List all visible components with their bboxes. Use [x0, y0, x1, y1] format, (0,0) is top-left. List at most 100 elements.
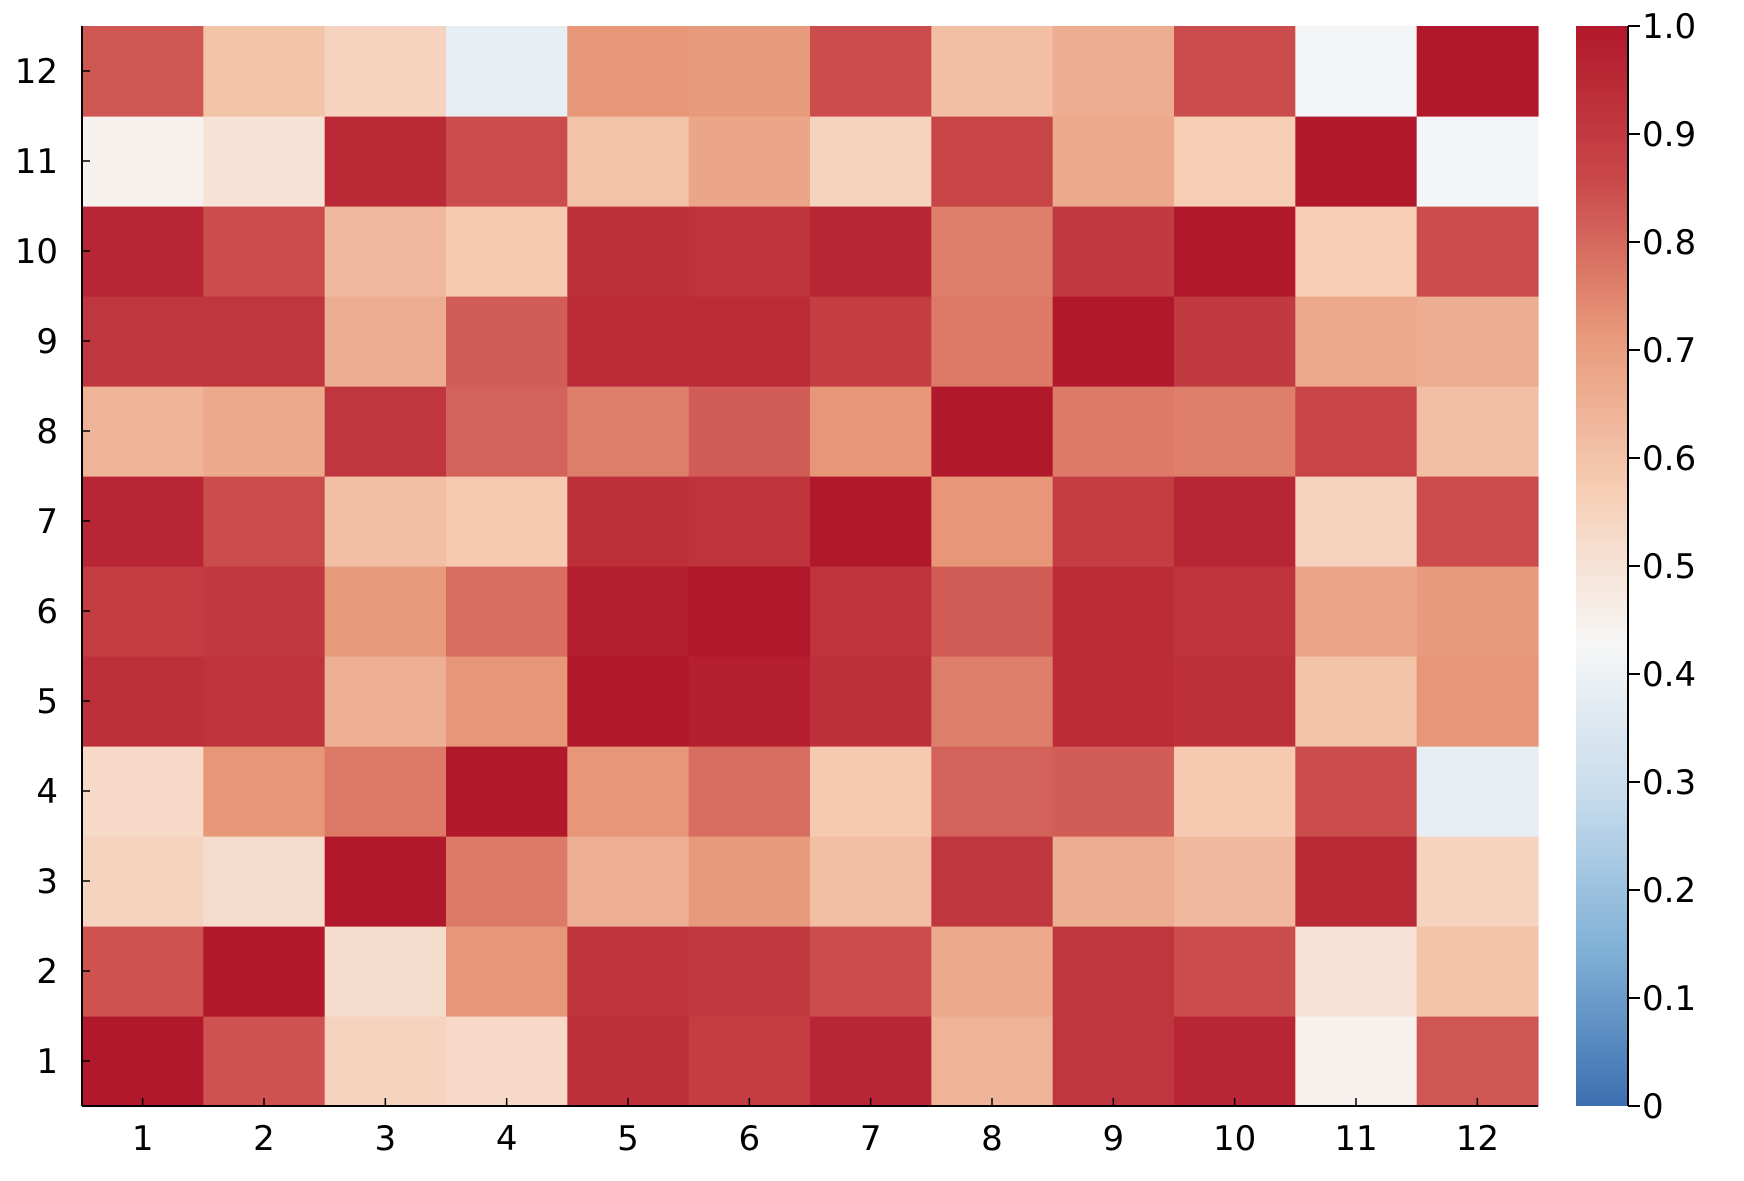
heatmap-cell-r6-c11	[1295, 566, 1418, 657]
x-tick-label: 5	[617, 1119, 639, 1159]
heatmap-cell-r10-c4	[446, 206, 568, 297]
heatmap-cell-r2-c8	[931, 926, 1054, 1017]
heatmap-cell-r8-c7	[810, 386, 932, 477]
heatmap-cell-r7-c4	[446, 476, 568, 567]
heatmap-cell-r8-c11	[1295, 386, 1418, 477]
heatmap-cell-r10-c2	[203, 206, 326, 297]
heatmap-cell-r12-c6	[688, 26, 811, 117]
heatmap-cell-r12-c3	[324, 26, 447, 117]
heatmap-cell-r5-c10	[1174, 656, 1296, 747]
heatmap-cell-r2-c7	[810, 926, 932, 1017]
heatmap-cell-r10-c1	[82, 206, 204, 297]
heatmap-cell-r2-c5	[567, 926, 690, 1017]
heatmap-cell-r4-c11	[1295, 746, 1418, 837]
heatmap-cell-r3-c3	[324, 836, 447, 927]
heatmap-cell-r6-c4	[446, 566, 568, 657]
heatmap-cell-r7-c8	[931, 476, 1054, 567]
heatmap-cell-r12-c12	[1416, 26, 1539, 117]
heatmap-cell-r5-c11	[1295, 656, 1418, 747]
heatmap-cell-r11-c4	[446, 116, 568, 207]
x-axis-ticks: 1 2 3 4 5 6 7 8 9 10 11 12	[132, 1098, 1499, 1159]
heatmap-cell-r7-c12	[1416, 476, 1539, 567]
heatmap-cell-r2-c6	[688, 926, 811, 1017]
heatmap-cell-r4-c5	[567, 746, 690, 837]
axes	[81, 26, 1538, 1107]
heatmap-cell-r4-c9	[1052, 746, 1175, 837]
heatmap-cell-r4-c2	[203, 746, 326, 837]
heatmap-cell-r5-c12	[1416, 656, 1539, 747]
heatmap-cell-r6-c10	[1174, 566, 1296, 657]
heatmap-cell-r6-c6	[688, 566, 811, 657]
heatmap-cell-r12-c7	[810, 26, 932, 117]
colorbar-tick-label: 0.4	[1642, 655, 1696, 695]
heatmap-cell-r9-c12	[1416, 296, 1539, 387]
heatmap-cell-r8-c2	[203, 386, 326, 477]
y-tick-label: 2	[36, 952, 58, 992]
colorbar-tick-label: 0	[1642, 1087, 1664, 1127]
y-tick-label: 6	[36, 592, 58, 632]
heatmap-cell-r8-c9	[1052, 386, 1175, 477]
heatmap-cell-r12-c4	[446, 26, 568, 117]
heatmap-cell-r2-c11	[1295, 926, 1418, 1017]
heatmap-cell-r5-c1	[82, 656, 204, 747]
heatmap-cell-r3-c11	[1295, 836, 1418, 927]
heatmap-cell-r10-c12	[1416, 206, 1539, 297]
heatmap-cell-r8-c6	[688, 386, 811, 477]
heatmap-cell-r12-c2	[203, 26, 326, 117]
heatmap-cell-r1-c3	[324, 1016, 447, 1107]
x-tick-label: 2	[253, 1119, 275, 1159]
heatmap-cell-r12-c9	[1052, 26, 1175, 117]
heatmap-cell-r8-c10	[1174, 386, 1296, 477]
x-tick-label: 7	[860, 1119, 882, 1159]
heatmap-cell-r8-c4	[446, 386, 568, 477]
heatmap-cells	[82, 26, 1539, 1107]
heatmap-cell-r10-c10	[1174, 206, 1296, 297]
heatmap-cell-r6-c3	[324, 566, 447, 657]
heatmap-cell-r1-c1	[82, 1016, 204, 1107]
heatmap-cell-r8-c8	[931, 386, 1054, 477]
heatmap-cell-r7-c7	[810, 476, 932, 567]
y-tick-label: 12	[15, 52, 58, 92]
heatmap-cell-r11-c1	[82, 116, 204, 207]
heatmap-cell-r2-c3	[324, 926, 447, 1017]
heatmap-cell-r7-c10	[1174, 476, 1296, 567]
heatmap-cell-r6-c12	[1416, 566, 1539, 657]
y-tick-label: 9	[36, 322, 58, 362]
heatmap-cell-r1-c2	[203, 1016, 326, 1107]
heatmap-cell-r10-c5	[567, 206, 690, 297]
heatmap-cell-r10-c3	[324, 206, 447, 297]
heatmap-cell-r6-c9	[1052, 566, 1175, 657]
heatmap-cell-r5-c8	[931, 656, 1054, 747]
heatmap-cell-r11-c3	[324, 116, 447, 207]
heatmap-cell-r7-c11	[1295, 476, 1418, 567]
heatmap-cell-r9-c7	[810, 296, 932, 387]
heatmap-cell-r9-c8	[931, 296, 1054, 387]
heatmap-cell-r12-c8	[931, 26, 1054, 117]
heatmap-cell-r4-c3	[324, 746, 447, 837]
heatmap-cell-r1-c4	[446, 1016, 568, 1107]
heatmap-cell-r4-c6	[688, 746, 811, 837]
heatmap-cell-r10-c6	[688, 206, 811, 297]
heatmap-cell-r2-c12	[1416, 926, 1539, 1017]
colorbar-tick-label: 0.8	[1642, 223, 1696, 263]
heatmap-cell-r6-c2	[203, 566, 326, 657]
heatmap-cell-r2-c9	[1052, 926, 1175, 1017]
heatmap-cell-r10-c8	[931, 206, 1054, 297]
heatmap-cell-r12-c10	[1174, 26, 1296, 117]
x-tick-label: 8	[981, 1119, 1003, 1159]
heatmap-cell-r4-c10	[1174, 746, 1296, 837]
heatmap-cell-r5-c7	[810, 656, 932, 747]
heatmap-cell-r10-c11	[1295, 206, 1418, 297]
heatmap-cell-r11-c7	[810, 116, 932, 207]
heatmap-cell-r9-c1	[82, 296, 204, 387]
x-tick-label: 6	[739, 1119, 761, 1159]
heatmap-cell-r1-c9	[1052, 1016, 1175, 1107]
heatmap-cell-r3-c4	[446, 836, 568, 927]
heatmap-cell-r7-c1	[82, 476, 204, 567]
x-tick-label: 10	[1213, 1119, 1256, 1159]
heatmap-cell-r5-c6	[688, 656, 811, 747]
heatmap-cell-r1-c12	[1416, 1016, 1539, 1107]
heatmap-cell-r9-c4	[446, 296, 568, 387]
